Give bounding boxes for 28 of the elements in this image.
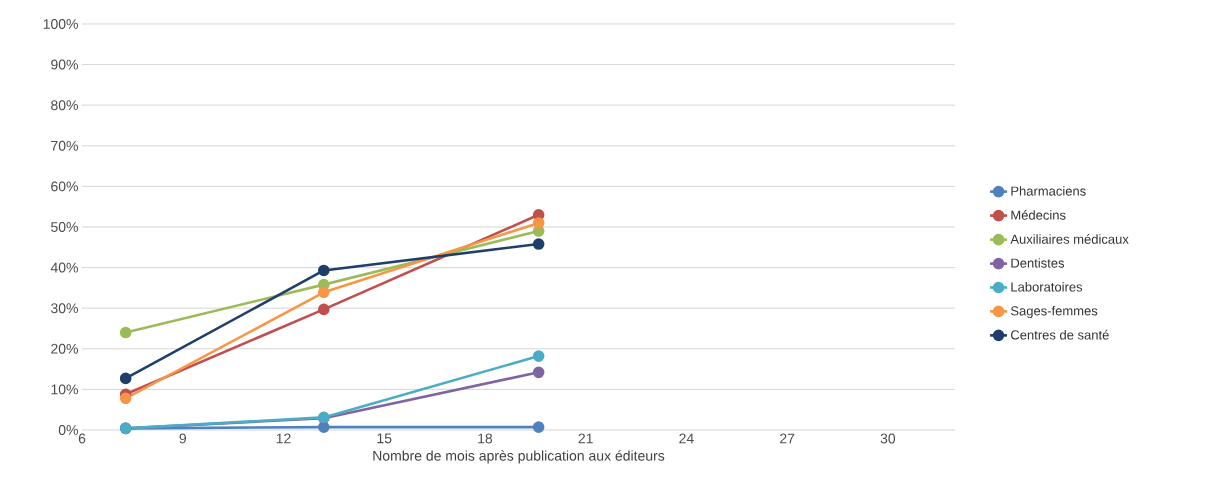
- legend-label: Auxiliaires médicaux: [1010, 234, 1129, 244]
- legend-label: Dentistes: [1011, 258, 1065, 268]
- y-tick-label: 20%: [51, 343, 78, 354]
- x-tick-label: 6: [78, 433, 86, 444]
- x-tick-label: 15: [377, 433, 392, 444]
- x-tick-label: 12: [276, 433, 291, 444]
- x-axis-title: Nombre de mois après publication aux éditeurs: [373, 450, 665, 464]
- x-tick-label: 18: [478, 433, 493, 444]
- x-tick-label: 9: [179, 433, 186, 444]
- legend-label: Laboratoires: [1011, 282, 1083, 292]
- legend-label: Sages-femmes: [1010, 305, 1098, 319]
- y-tick-label: 30%: [51, 303, 78, 314]
- x-tick-label: 21: [578, 433, 593, 444]
- y-tick-label: 10%: [51, 384, 78, 395]
- legend-label: Médecins: [1011, 210, 1066, 220]
- x-tick-label: 27: [780, 433, 795, 444]
- y-tick-label: 0%: [58, 425, 78, 435]
- x-tick-label: 24: [679, 433, 694, 444]
- y-tick-label: 90%: [51, 59, 78, 70]
- y-tick-label: 70%: [51, 140, 78, 151]
- y-tick-label: 40%: [50, 262, 78, 273]
- x-tick-label: 30: [880, 433, 896, 444]
- y-tick-label: 60%: [51, 181, 78, 192]
- y-tick-label: 80%: [51, 100, 78, 111]
- legend-label: Pharmaciens: [1011, 186, 1086, 196]
- y-tick-label: 50%: [51, 222, 78, 232]
- y-tick-label: 100%: [43, 19, 78, 29]
- legend-label: Centres de santé: [1011, 329, 1109, 340]
